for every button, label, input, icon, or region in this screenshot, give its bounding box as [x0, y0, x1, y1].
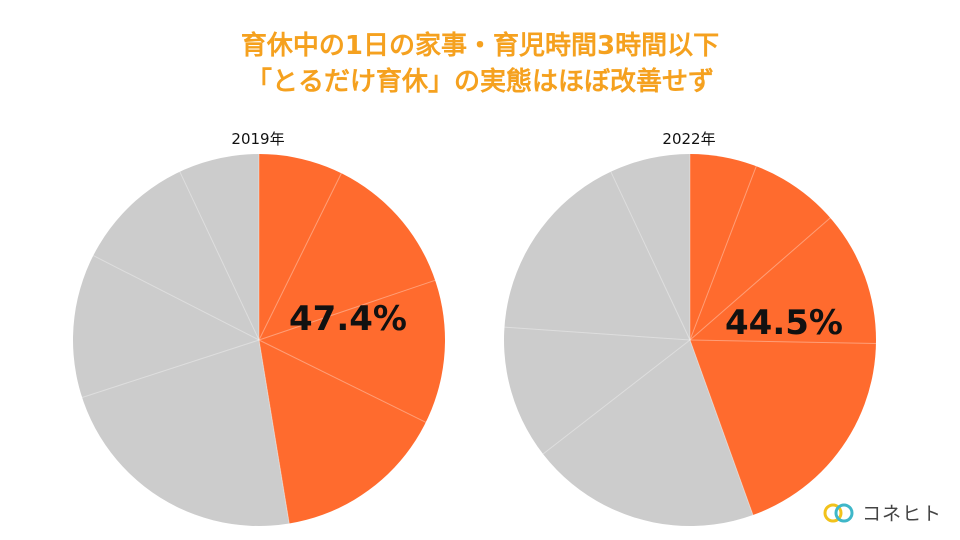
pie-divider-1-4	[258, 339, 426, 423]
pie-slice-1-1	[259, 154, 446, 524]
pie-divider-1-3	[258, 279, 436, 341]
pie-divider-1-7	[93, 255, 260, 341]
pie-divider-2-5	[689, 339, 754, 516]
logo-text: コネヒト	[861, 503, 942, 525]
pie-divider-1-8	[179, 171, 260, 341]
chart-title: 育休中の1日の家事・育児時間3時間以下 「とるだけ育休」の実態はほぼ改善せず	[0, 28, 960, 100]
pie-divider-2-4	[689, 339, 876, 345]
pie-chart-1: 2019年 47.4%	[73, 130, 446, 526]
pie-data-label-2: 44.5%	[725, 303, 843, 343]
interlocking-rings-icon	[823, 503, 854, 522]
pie-title-2: 2022年	[662, 130, 715, 148]
pie-title-1: 2019年	[231, 130, 284, 148]
pie-divider-2-2	[689, 166, 757, 341]
pie-divider-1-5	[258, 339, 290, 524]
pie-slice-1-2	[73, 154, 290, 526]
pie-divider-2-3	[689, 217, 831, 341]
pie-divider-2-7	[504, 326, 691, 341]
pie-slice-2-1	[690, 153, 877, 516]
pie-slice-2-2	[504, 154, 754, 526]
title-line-2: 「とるだけ育休」の実態はほぼ改善せず	[245, 67, 714, 97]
pie-divider-2-8	[610, 171, 691, 341]
pie-divider-1-2	[258, 173, 342, 341]
pie-chart-2: 2022年 44.5%	[504, 130, 877, 526]
pie-divider-1-6	[81, 339, 260, 398]
pie-divider-2-6	[542, 339, 691, 455]
brand-logo: コネヒト	[822, 499, 942, 526]
pie-data-label-1: 47.4%	[289, 299, 407, 339]
title-line-1: 育休中の1日の家事・育児時間3時間以下	[240, 31, 720, 61]
